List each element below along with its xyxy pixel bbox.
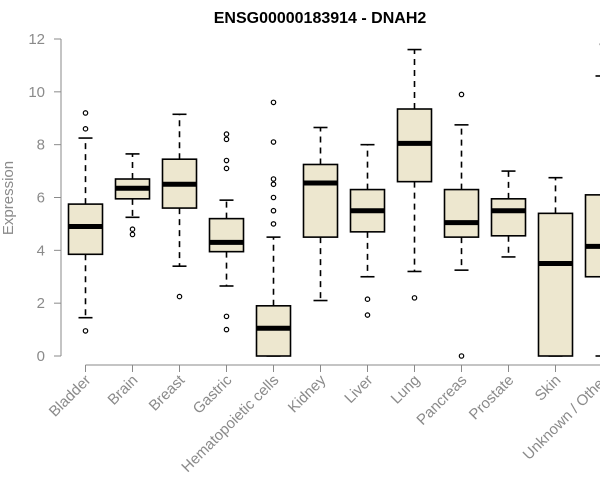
box-group xyxy=(114,153,151,238)
y-tick-label: 6 xyxy=(37,190,45,207)
box-iqr xyxy=(443,188,480,238)
box-group xyxy=(302,126,339,302)
box-group xyxy=(349,143,386,318)
outlier-point xyxy=(270,194,277,201)
x-tick-label: Liver xyxy=(341,372,376,407)
box-group xyxy=(443,91,480,359)
box-group xyxy=(396,48,433,301)
y-tick-label: 2 xyxy=(37,295,45,312)
x-tick-label: Kidney xyxy=(285,371,330,416)
y-tick-label: 4 xyxy=(37,242,45,259)
outlier-point xyxy=(270,176,277,182)
y-tick-label: 0 xyxy=(37,348,45,365)
outlier-point xyxy=(411,295,418,301)
box-iqr xyxy=(302,163,339,238)
y-axis-label: Expression xyxy=(0,161,17,235)
x-tick-label: Skin xyxy=(532,372,565,405)
x-tick-label: Breast xyxy=(146,371,189,414)
box-iqr xyxy=(255,305,292,357)
box-group xyxy=(255,99,292,357)
box-iqr xyxy=(584,194,600,278)
outlier-point xyxy=(223,157,230,164)
outlier-point xyxy=(364,296,371,303)
outlier-point xyxy=(364,312,371,318)
outlier-point xyxy=(129,231,136,238)
outlier-point xyxy=(458,91,465,98)
outlier-point xyxy=(176,293,183,300)
outlier-point xyxy=(270,181,277,188)
y-tick-label: 10 xyxy=(28,84,45,101)
box-iqr xyxy=(208,217,245,253)
box-iqr xyxy=(490,198,527,237)
box-group xyxy=(161,113,198,300)
x-tick-label: Brain xyxy=(105,372,142,409)
outlier-point xyxy=(458,353,465,359)
outlier-point xyxy=(82,110,89,116)
outlier-point xyxy=(223,313,230,320)
outlier-point xyxy=(223,131,230,137)
outlier-point xyxy=(82,126,89,132)
plot-area xyxy=(67,43,600,359)
box-group xyxy=(537,176,574,357)
outlier-point xyxy=(270,99,277,106)
y-tick-label: 8 xyxy=(37,137,45,154)
x-tick-label: Bladder xyxy=(46,372,95,421)
x-tick-label: Gastric xyxy=(190,371,236,417)
outlier-point xyxy=(223,136,230,143)
outlier-point xyxy=(223,165,230,172)
box-iqr xyxy=(537,212,574,357)
box-iqr xyxy=(67,203,104,256)
box-group xyxy=(67,110,104,334)
box-group xyxy=(490,170,527,258)
outlier-point xyxy=(129,226,136,233)
outlier-point xyxy=(270,139,277,145)
y-axis: 0 2 4 6 8 10 12 xyxy=(28,31,62,365)
outlier-point xyxy=(223,326,230,333)
outlier-point xyxy=(270,221,277,227)
outlier-point xyxy=(82,328,89,334)
x-tick-label: Prostate xyxy=(466,372,518,424)
chart-title: ENSG00000183914 - DNAH2 xyxy=(214,10,427,27)
x-tick-label: Pancreas xyxy=(413,372,470,429)
x-tick-label: Lung xyxy=(388,372,424,408)
box-group xyxy=(584,43,600,357)
box-group xyxy=(208,131,245,333)
outlier-point xyxy=(270,207,277,214)
y-tick-label: 12 xyxy=(28,31,45,48)
